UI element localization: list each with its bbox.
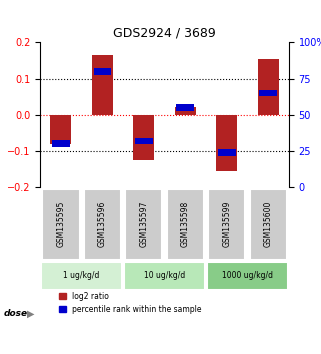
FancyBboxPatch shape bbox=[249, 189, 287, 260]
Bar bbox=[175, 107, 195, 115]
Bar bbox=[216, 115, 237, 171]
Text: GSM135598: GSM135598 bbox=[181, 201, 190, 247]
FancyBboxPatch shape bbox=[42, 189, 80, 260]
FancyBboxPatch shape bbox=[124, 262, 205, 290]
Bar bbox=[93, 68, 111, 75]
Bar bbox=[92, 55, 113, 115]
Legend: log2 ratio, percentile rank within the sample: log2 ratio, percentile rank within the s… bbox=[56, 289, 204, 316]
Bar bbox=[258, 59, 279, 115]
FancyBboxPatch shape bbox=[207, 262, 288, 290]
Text: ▶: ▶ bbox=[27, 308, 35, 318]
Text: 1000 ug/kg/d: 1000 ug/kg/d bbox=[222, 271, 273, 280]
Bar bbox=[134, 115, 154, 160]
FancyBboxPatch shape bbox=[84, 189, 121, 260]
Text: GSM135597: GSM135597 bbox=[139, 201, 148, 247]
Bar bbox=[218, 149, 236, 156]
Bar bbox=[50, 115, 71, 144]
FancyBboxPatch shape bbox=[208, 189, 245, 260]
Text: 10 ug/kg/d: 10 ug/kg/d bbox=[144, 271, 185, 280]
Text: GSM135596: GSM135596 bbox=[98, 201, 107, 247]
Bar bbox=[52, 141, 70, 147]
Bar bbox=[177, 104, 194, 111]
Text: 1 ug/kg/d: 1 ug/kg/d bbox=[64, 271, 100, 280]
Title: GDS2924 / 3689: GDS2924 / 3689 bbox=[113, 27, 216, 40]
FancyBboxPatch shape bbox=[125, 189, 162, 260]
FancyBboxPatch shape bbox=[167, 189, 204, 260]
Text: GSM135595: GSM135595 bbox=[56, 201, 65, 247]
Text: GSM135600: GSM135600 bbox=[264, 201, 273, 247]
Text: dose: dose bbox=[3, 309, 27, 318]
Text: GSM135599: GSM135599 bbox=[222, 201, 231, 247]
Bar bbox=[259, 90, 277, 96]
FancyBboxPatch shape bbox=[41, 262, 122, 290]
Bar bbox=[135, 137, 152, 144]
